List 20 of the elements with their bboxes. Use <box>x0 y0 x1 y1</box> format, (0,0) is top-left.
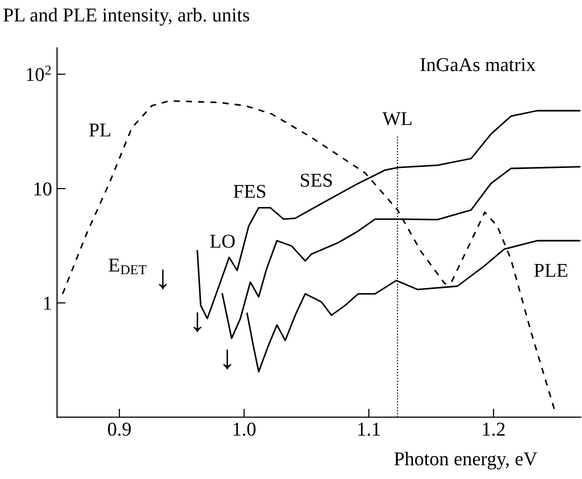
x-tick-label: 1.2 <box>483 422 505 436</box>
annotation: PL <box>89 124 110 136</box>
annotation: ↓ <box>194 312 202 332</box>
y-tick-label: 10$^{2}$ <box>26 66 51 82</box>
annotation: ↓ <box>223 350 232 370</box>
x-tick-label: 1.0 <box>234 422 256 436</box>
y-tick-label: 1 <box>44 296 52 310</box>
x-axis-title: Photon energy, eV <box>394 452 538 470</box>
x-tick-label: 1.1 <box>358 422 380 436</box>
annotation: LO <box>210 234 235 248</box>
annotation: ↓ <box>158 269 167 290</box>
y-axis-title: PL and PLE intensity, arb. units <box>3 8 250 26</box>
ref-line-label: WL <box>382 112 412 126</box>
annotation: PLE <box>534 264 568 277</box>
y-tick-label: 10 <box>34 182 52 196</box>
annotation: SES <box>300 174 332 187</box>
annotation: InGaAs matrix <box>420 58 536 72</box>
x-tick-label: 0.9 <box>108 422 131 436</box>
annotation: FES <box>234 184 266 198</box>
annotation: E$_{DET}$ <box>108 258 146 274</box>
